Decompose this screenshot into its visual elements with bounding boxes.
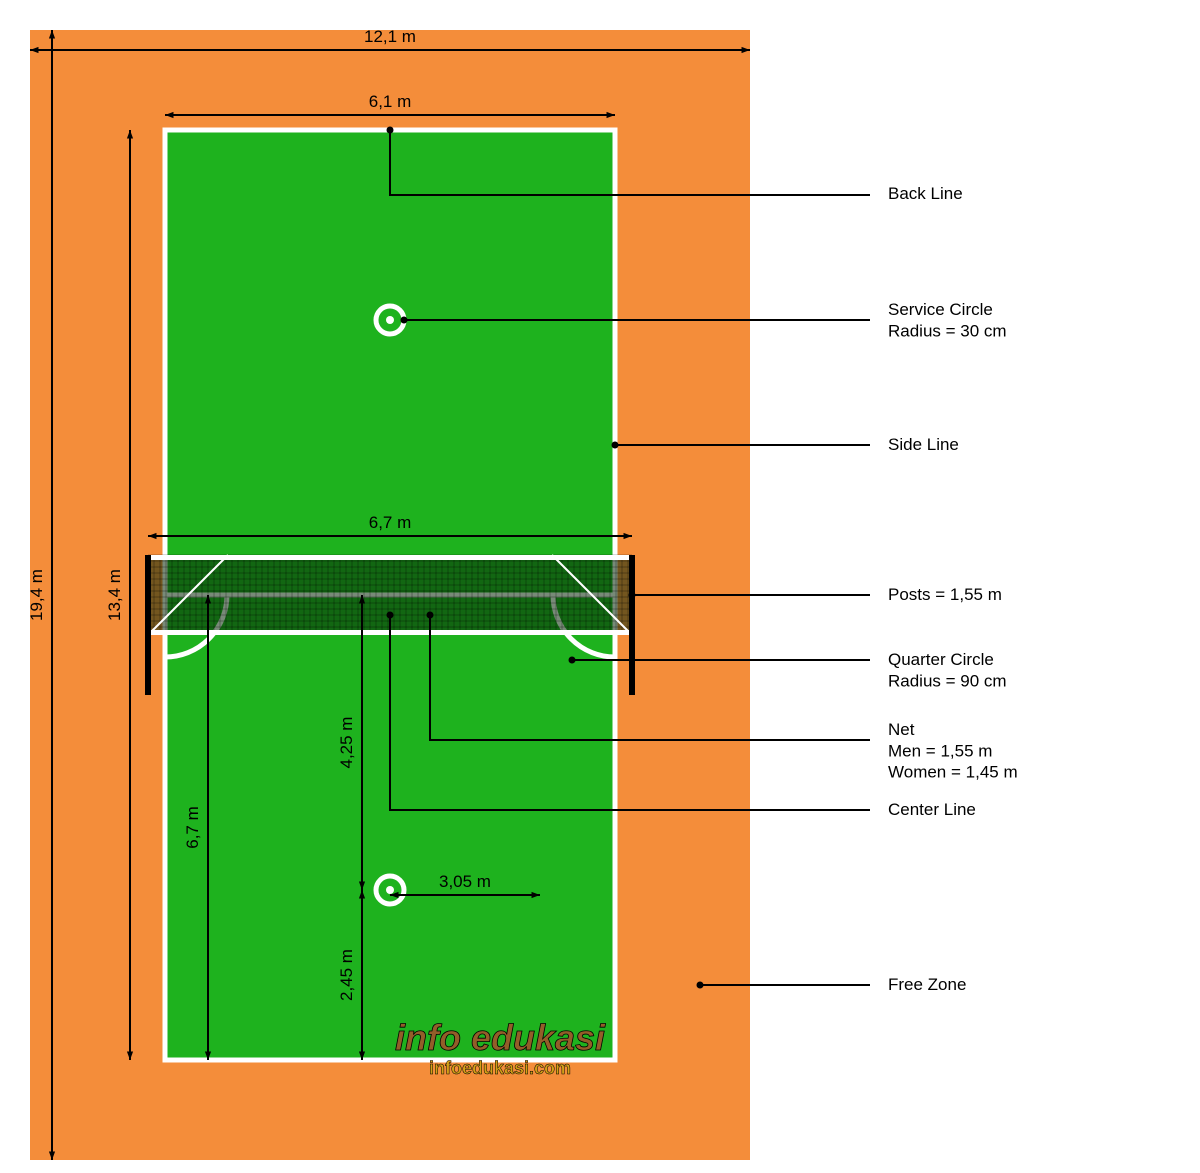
label-free_zone: Free Zone	[888, 975, 966, 994]
dim-label: 6,1 m	[369, 92, 412, 111]
dim-label: 2,45 m	[337, 949, 356, 1001]
label-posts: Posts = 1,55 m	[888, 585, 1002, 604]
net-post	[145, 555, 151, 695]
dim-label: 3,05 m	[439, 872, 491, 891]
dim-label: 6,7 m	[369, 513, 412, 532]
watermark-subtitle: infoedukasi.com	[429, 1058, 571, 1078]
net-post	[629, 555, 635, 695]
watermark-title: info edukasi	[395, 1017, 606, 1058]
dim-label: 19,4 m	[27, 569, 46, 621]
dim-label: 12,1 m	[364, 27, 416, 46]
label-svc_circle: Service CircleRadius = 30 cm	[888, 300, 1007, 340]
dim-label: 4,25 m	[337, 717, 356, 769]
label-quarter: Quarter CircleRadius = 90 cm	[888, 650, 1007, 690]
label-side_line: Side Line	[888, 435, 959, 454]
label-center: Center Line	[888, 800, 976, 819]
service-circle-dot	[386, 886, 394, 894]
dim-label: 13,4 m	[105, 569, 124, 621]
service-circle-dot	[386, 316, 394, 324]
label-net: NetMen = 1,55 mWomen = 1,45 m	[888, 720, 1018, 782]
label-back_line: Back Line	[888, 184, 963, 203]
dim-label: 6,7 m	[183, 806, 202, 849]
